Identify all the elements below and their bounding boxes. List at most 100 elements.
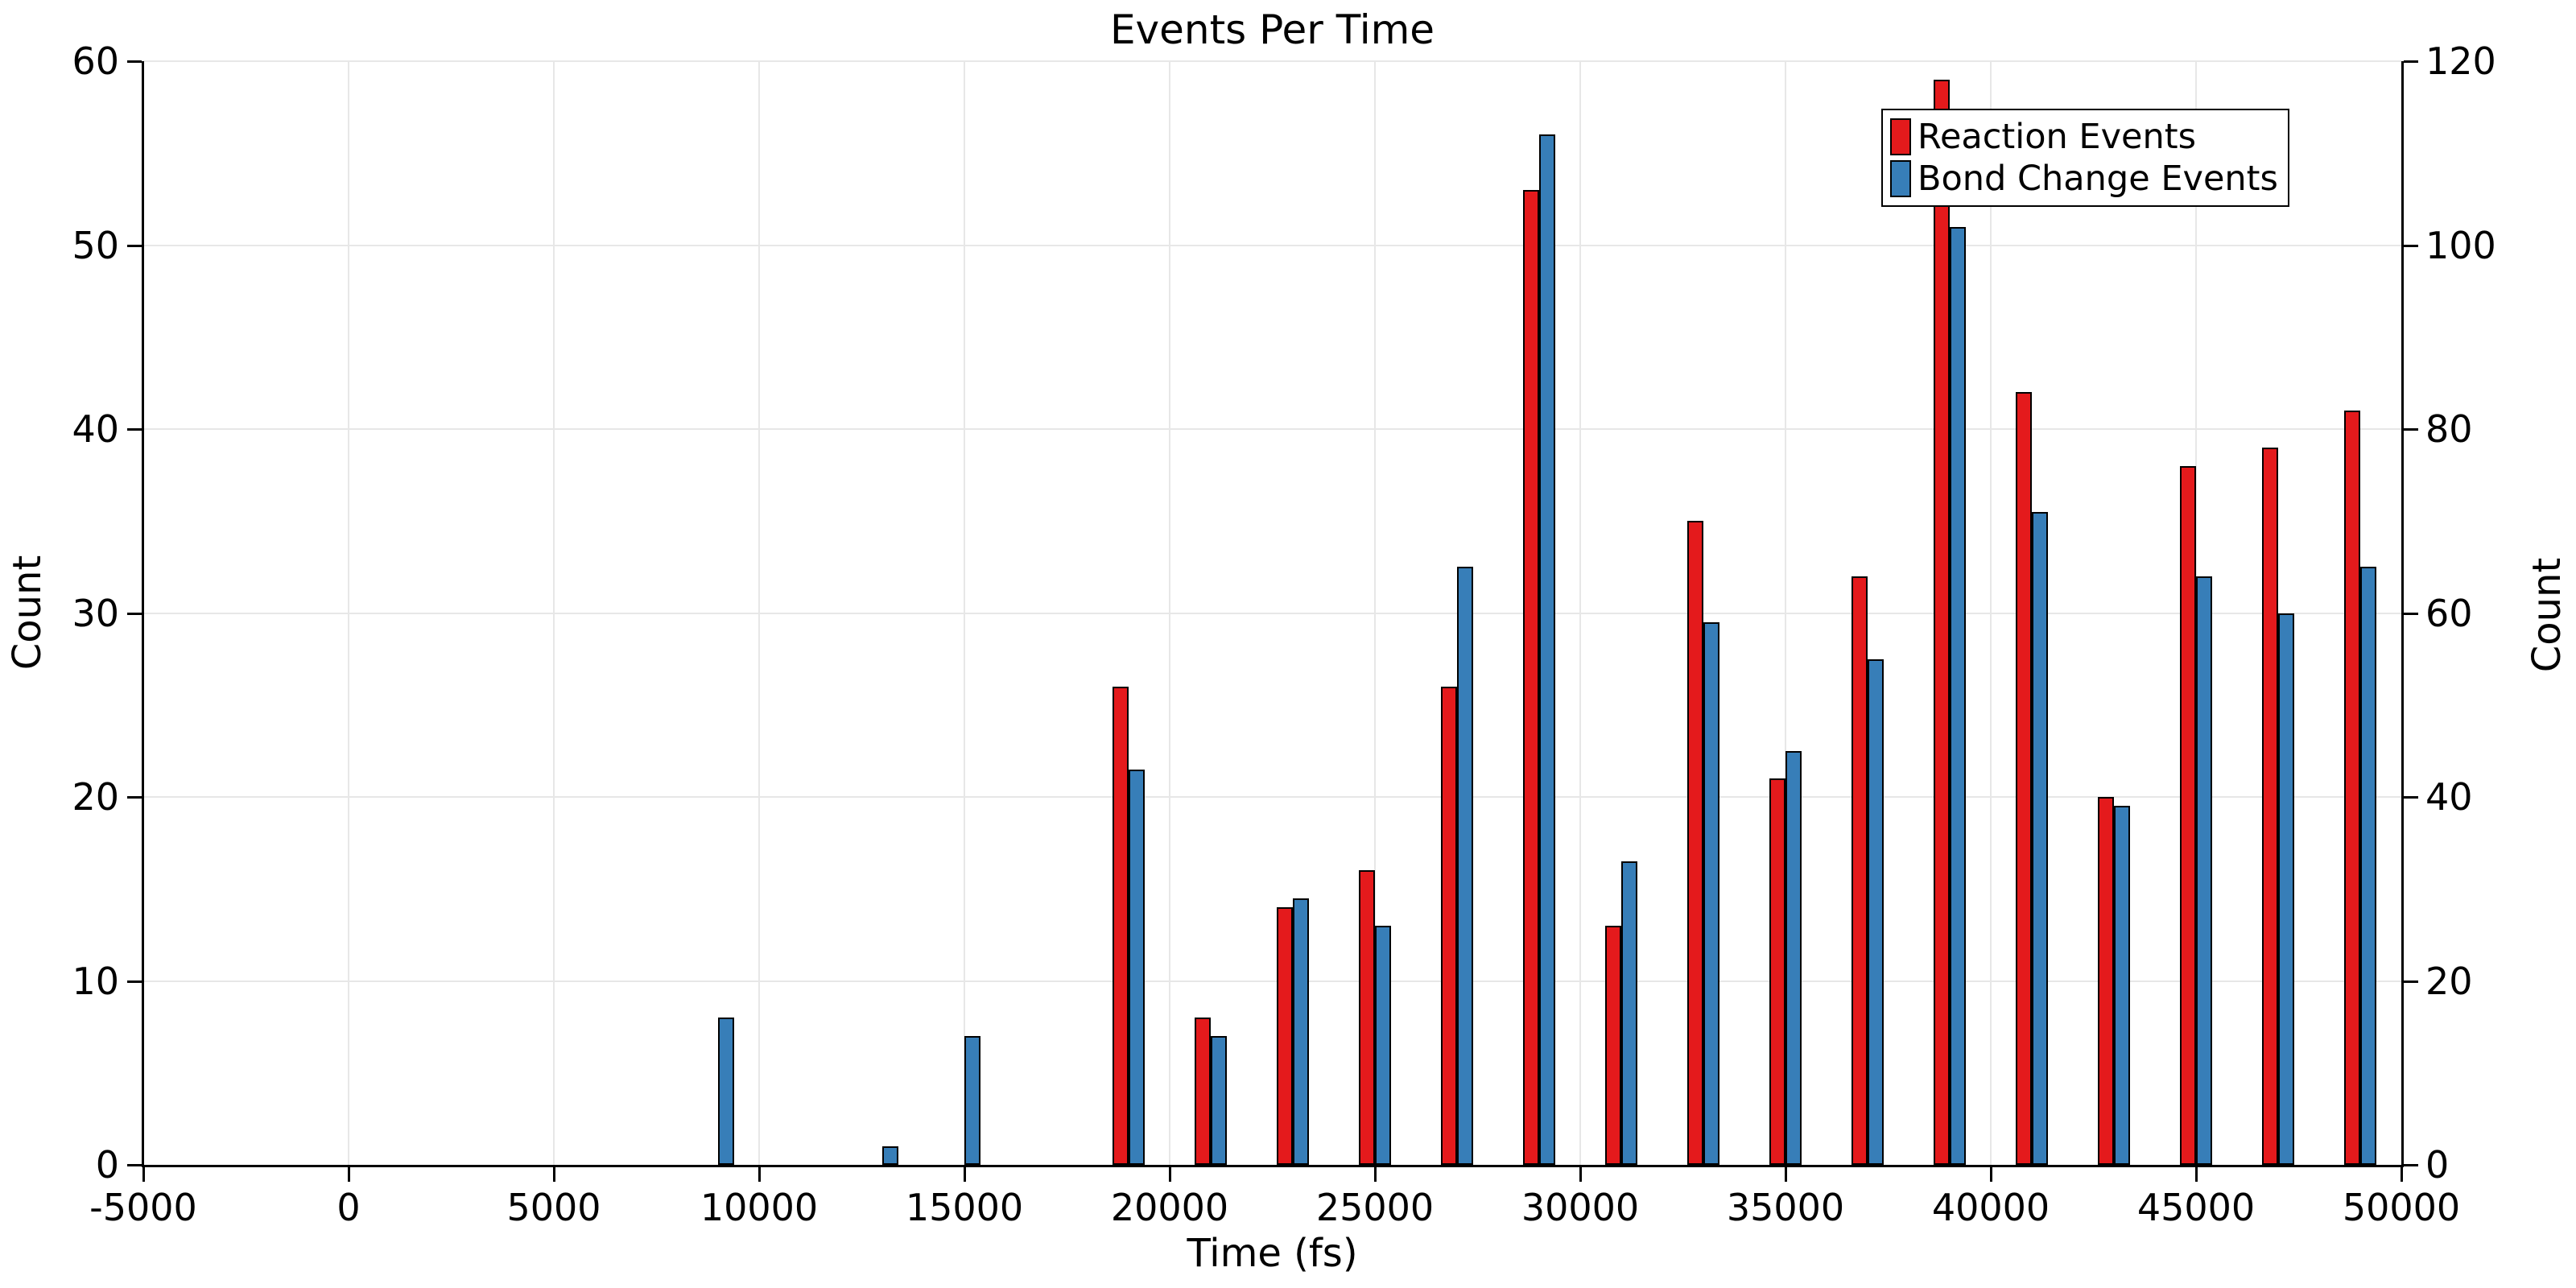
bond-change-events-bar — [882, 1146, 899, 1165]
bond-change-events-bar — [1539, 134, 1556, 1165]
y-left-tickmark — [127, 428, 142, 431]
reaction-events-bar — [1522, 189, 1539, 1165]
x-tick-label: 10000 — [700, 1186, 819, 1229]
y-right-tickmark — [2404, 612, 2418, 615]
y-axis-label-right: Count — [2524, 557, 2570, 673]
reaction-events-bar — [2015, 392, 2032, 1165]
v-gridline — [1169, 61, 1170, 1165]
y-right-tickmark — [2404, 796, 2418, 799]
y-right-tick-label: 100 — [2425, 223, 2496, 267]
reaction-events-bar — [1686, 521, 1703, 1165]
bond-change-events-bar — [1868, 658, 1885, 1165]
bond-change-events-bar — [2360, 567, 2377, 1165]
y-left-tickmark — [127, 60, 142, 63]
y-right-tickmark — [2404, 1164, 2418, 1166]
x-tickmark — [1374, 1167, 1377, 1182]
bond-change-events-bar — [2278, 613, 2295, 1165]
x-tick-label: 45000 — [2136, 1186, 2256, 1229]
h-gridline — [143, 796, 2401, 798]
reaction-events-bar — [2343, 411, 2360, 1165]
y-right-tick-label: 40 — [2425, 775, 2473, 819]
legend: Reaction Events Bond Change Events — [1881, 109, 2289, 207]
v-gridline — [964, 61, 965, 1165]
x-tickmark — [348, 1167, 350, 1182]
v-gridline — [1374, 61, 1376, 1165]
y-left-tick-label: 0 — [95, 1143, 119, 1187]
y-right-tick-label: 80 — [2425, 407, 2473, 451]
bond-change-events-bar — [1211, 1036, 1228, 1165]
reaction-events-bar — [2261, 447, 2278, 1165]
left-spine — [142, 61, 144, 1167]
bond-change-events-bar — [1785, 750, 1802, 1165]
y-right-tick-label: 120 — [2425, 39, 2496, 83]
y-left-tick-label: 20 — [72, 775, 119, 819]
y-right-tick-label: 60 — [2425, 591, 2473, 635]
v-gridline — [348, 61, 349, 1165]
y-axis-label-left: Count — [5, 555, 50, 671]
bond-change-events-bar — [718, 1018, 735, 1165]
bond-change-events-bar — [1129, 769, 1146, 1165]
reaction-events-bar — [1358, 870, 1375, 1165]
y-left-tick-label: 40 — [72, 407, 119, 451]
chart-title: Events Per Time — [1109, 6, 1435, 53]
reaction-events-bar — [1933, 79, 1950, 1165]
reaction-events-bar — [1194, 1018, 1211, 1165]
bond-change-events-bar — [2196, 576, 2213, 1165]
v-gridline — [758, 61, 760, 1165]
y-left-tick-label: 10 — [72, 959, 119, 1003]
h-gridline — [143, 612, 2401, 614]
bond-change-events-bar — [2114, 806, 2131, 1165]
bond-change-events-bar — [1293, 898, 1310, 1165]
bond-change-events-bar — [1703, 621, 1720, 1165]
h-gridline — [143, 428, 2401, 430]
x-tickmark — [2195, 1167, 2198, 1182]
y-right-tick-label: 20 — [2425, 959, 2473, 1003]
x-tickmark — [1169, 1167, 1171, 1182]
x-tick-label: 50000 — [2342, 1186, 2461, 1229]
y-left-tick-label: 60 — [72, 39, 119, 83]
legend-row-bond-change-events: Bond Change Events — [1890, 158, 2278, 200]
y-left-tickmark — [127, 1164, 142, 1166]
x-tick-label: 5000 — [506, 1186, 601, 1229]
y-right-tickmark — [2404, 60, 2418, 63]
v-gridline — [1785, 61, 1786, 1165]
reaction-events-bar — [1769, 778, 1785, 1165]
v-gridline — [1990, 61, 1992, 1165]
legend-swatch-bond-change-events — [1890, 160, 1911, 197]
v-gridline — [1579, 61, 1581, 1165]
bond-change-events-bar — [964, 1036, 981, 1165]
x-tickmark — [1579, 1167, 1582, 1182]
bottom-spine — [142, 1165, 2404, 1167]
h-gridline — [143, 980, 2401, 982]
y-right-tickmark — [2404, 244, 2418, 247]
x-tick-label: 0 — [336, 1186, 361, 1229]
y-right-tick-label: 0 — [2425, 1143, 2450, 1187]
x-tick-label: 15000 — [905, 1186, 1024, 1229]
x-tickmark — [1785, 1167, 1787, 1182]
y-left-tick-label: 50 — [72, 223, 119, 267]
reaction-events-bar — [1276, 907, 1293, 1165]
x-tick-label: 40000 — [1931, 1186, 2050, 1229]
x-tick-label: 30000 — [1521, 1186, 1640, 1229]
x-tickmark — [2401, 1167, 2403, 1182]
y-left-tickmark — [127, 796, 142, 799]
x-tickmark — [142, 1167, 145, 1182]
y-right-tickmark — [2404, 428, 2418, 431]
y-left-tickmark — [127, 980, 142, 983]
reaction-events-bar — [1112, 686, 1129, 1165]
legend-label-reaction-events: Reaction Events — [1918, 117, 2197, 157]
y-left-tickmark — [127, 244, 142, 247]
legend-swatch-reaction-events — [1890, 118, 1911, 155]
x-tick-label: 35000 — [1726, 1186, 1845, 1229]
bond-change-events-bar — [2032, 511, 2049, 1165]
y-left-tickmark — [127, 612, 142, 615]
x-tick-label: -5000 — [89, 1186, 197, 1229]
h-gridline — [143, 60, 2401, 62]
y-left-tick-label: 30 — [72, 591, 119, 635]
reaction-events-bar — [2097, 797, 2114, 1165]
v-gridline — [553, 61, 555, 1165]
x-tickmark — [964, 1167, 966, 1182]
right-spine — [2401, 61, 2404, 1167]
